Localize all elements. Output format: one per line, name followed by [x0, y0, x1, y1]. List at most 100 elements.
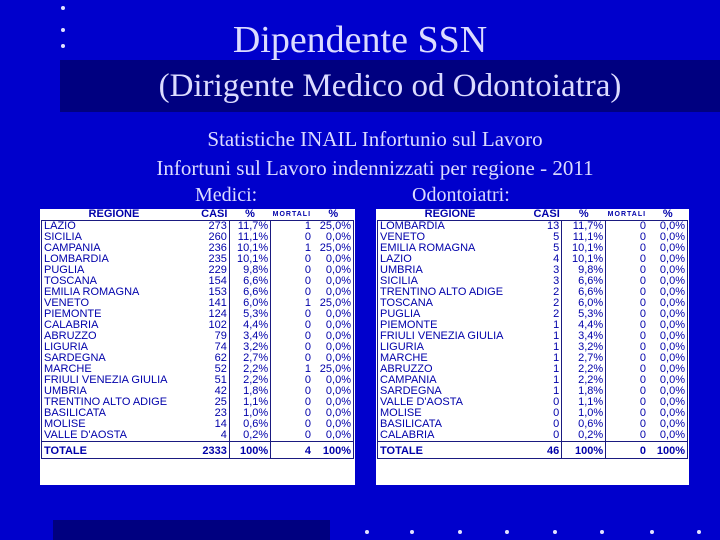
header-pct-mortali: %: [662, 208, 673, 220]
table-row: LOMBARDIA 13 11,7% 0 0,0%: [377, 220, 689, 232]
cell-pct-mortali: 0,0%: [648, 375, 689, 386]
cell-regione: LIGURIA: [377, 342, 523, 353]
table-row: TOSCANA 2 6,0% 0 0,0%: [377, 298, 689, 309]
odontoiatri-label: Odontoiatri:: [412, 184, 510, 206]
cell-mortali: 0: [639, 374, 647, 386]
cell-regione: SICILIA: [377, 276, 523, 287]
header-regione: REGIONE: [88, 208, 140, 220]
cell-casi: 5: [522, 243, 563, 254]
cell-casi: 42: [186, 386, 230, 397]
table-row: MARCHE 52 2,2% 1 25,0%: [41, 364, 355, 375]
cell-mortali: 0: [304, 418, 312, 430]
cell-casi: 25: [186, 397, 230, 408]
cell-casi: 14: [186, 419, 230, 430]
cell-pct-mortali: 25,0%: [313, 243, 355, 254]
cell-casi: 5: [522, 232, 563, 243]
cell-mortali: 0: [304, 308, 312, 320]
cell-pct-mortali: 0,0%: [648, 342, 689, 353]
cell-regione: VENETO: [41, 298, 187, 309]
bullet-dot: [650, 530, 654, 534]
cell-pct-casi: 1,8%: [561, 386, 607, 397]
totale-label: TOTALE: [377, 441, 523, 459]
cell-pct-casi: 6,6%: [561, 287, 607, 298]
cell-pct-mortali: 0,0%: [313, 265, 355, 276]
cell-pct-mortali: 0,0%: [313, 232, 355, 243]
cell-pct-mortali: 0,0%: [648, 265, 689, 276]
cell-pct-casi: 5,3%: [561, 309, 607, 320]
table-row: TOSCANA 154 6,6% 0 0,0%: [41, 275, 355, 287]
cell-pct-casi: 9,8%: [229, 265, 272, 276]
cell-mortali: 0: [605, 430, 649, 442]
cell-mortali: 1: [304, 242, 312, 254]
cell-mortali: 0: [304, 275, 312, 287]
table-row: LAZIO 4 10,1% 0 0,0%: [377, 254, 689, 265]
cell-casi: 0: [522, 408, 563, 419]
cell-pct-mortali: 25,0%: [313, 298, 355, 309]
cell-casi: 236: [186, 243, 230, 254]
cell-regione: TOSCANA: [41, 276, 187, 287]
table-row: CALABRIA 0 0,2% 0 0,0%: [377, 430, 689, 442]
table-row: TRENTINO ALTO ADIGE 25 1,1% 0 0,0%: [41, 397, 355, 408]
cell-regione: EMILIA ROMAGNA: [377, 243, 523, 254]
cell-regione: VALLE D'AOSTA: [41, 430, 187, 442]
subtitle-band: [60, 60, 720, 112]
header-pct-mortali: %: [328, 208, 339, 220]
table-row: CALABRIA 102 4,4% 0 0,0%: [41, 320, 355, 331]
bullet-dot: [697, 530, 701, 534]
cell-pct-casi: 2,2%: [229, 375, 272, 386]
cell-regione: EMILIA ROMAGNA: [41, 287, 187, 298]
cell-regione: TOSCANA: [377, 298, 523, 309]
cell-mortali: 0: [639, 352, 647, 364]
cell-pct-mortali: 0,0%: [648, 243, 689, 254]
cell-pct-casi: 3,2%: [229, 342, 272, 353]
header-mortali: MORTALI: [607, 211, 647, 218]
cell-pct-mortali: 0,0%: [313, 353, 355, 364]
cell-pct-casi: 0,6%: [561, 419, 607, 430]
cell-pct-casi: 2,2%: [229, 364, 272, 375]
cell-pct-casi: 2,2%: [561, 375, 607, 386]
cell-pct-casi: 11,1%: [229, 232, 272, 243]
table-row: LAZIO 273 11,7% 1 25,0%: [41, 220, 355, 232]
cell-casi: 260: [186, 232, 230, 243]
cell-pct-mortali: 0,0%: [313, 430, 355, 442]
cell-pct-casi: 0,2%: [229, 430, 272, 442]
cell-casi: 4: [186, 430, 230, 442]
cell-pct-casi: 0,2%: [561, 430, 607, 442]
cell-regione: LAZIO: [377, 254, 523, 265]
cell-pct-mortali: 0,0%: [313, 309, 355, 320]
cell-regione: LOMBARDIA: [377, 220, 523, 232]
bullet-dot: [61, 6, 65, 10]
totale-pct-casi: 100%: [229, 441, 272, 459]
cell-casi: 1: [522, 331, 563, 342]
cell-pct-mortali: 0,0%: [648, 397, 689, 408]
cell-regione: FRIULI VENEZIA GIULIA: [377, 331, 523, 342]
cell-mortali: 0: [639, 231, 647, 243]
header-mortali: MORTALI: [272, 211, 312, 218]
slide-subtitle: (Dirigente Medico od Odontoiatra): [158, 68, 622, 104]
cell-pct-casi: 1,1%: [229, 397, 272, 408]
cell-pct-casi: 2,7%: [561, 353, 607, 364]
table-row: ABRUZZO 1 2,2% 0 0,0%: [377, 364, 689, 375]
cell-mortali: 0: [304, 352, 312, 364]
cell-pct-mortali: 0,0%: [648, 298, 689, 309]
cell-casi: 13: [522, 220, 563, 232]
cell-mortali: 0: [304, 286, 312, 298]
cell-casi: 51: [186, 375, 230, 386]
medici-table: REGIONE CASI % MORTALI % LAZIO 273 11,7% 1 2…: [41, 208, 355, 459]
cell-pct-mortali: 0,0%: [648, 287, 689, 298]
cell-casi: 154: [186, 276, 230, 287]
cell-regione: TRENTINO ALTO ADIGE: [377, 287, 523, 298]
cell-regione: UMBRIA: [41, 386, 187, 397]
cell-pct-mortali: 0,0%: [313, 375, 355, 386]
cell-casi: 1: [522, 386, 563, 397]
cell-pct-casi: 11,7%: [229, 220, 272, 232]
table-row: PIEMONTE 1 4,4% 0 0,0%: [377, 320, 689, 331]
cell-casi: 0: [522, 419, 563, 430]
cell-casi: 4: [522, 254, 563, 265]
cell-casi: 3: [522, 276, 563, 287]
cell-regione: SICILIA: [41, 232, 187, 243]
cell-mortali: 0: [639, 275, 647, 287]
table-row: EMILIA ROMAGNA 5 10,1% 0 0,0%: [377, 243, 689, 254]
cell-pct-casi: 3,4%: [561, 331, 607, 342]
cell-casi: 74: [186, 342, 230, 353]
